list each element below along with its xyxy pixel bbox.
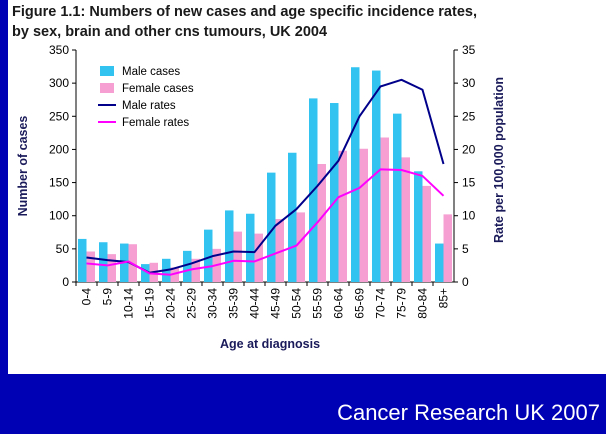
female-cases-bar bbox=[233, 231, 242, 282]
legend-label-female-rates: Female rates bbox=[122, 117, 189, 129]
male-cases-bar bbox=[372, 70, 381, 282]
x-tick-label: 70-74 bbox=[374, 288, 388, 319]
y2-tick-label: 20 bbox=[462, 142, 476, 156]
female-cases-bar bbox=[317, 164, 326, 282]
x-tick-label: 15-19 bbox=[143, 288, 157, 319]
male-cases-bar bbox=[99, 242, 108, 282]
x-tick-label: 60-64 bbox=[332, 288, 346, 319]
male-cases-bar bbox=[204, 229, 213, 282]
x-tick-label: 75-79 bbox=[395, 288, 409, 319]
x-tick-label: 40-44 bbox=[248, 288, 262, 319]
y-tick-label: 0 bbox=[62, 275, 69, 289]
x-tick-label: 0-4 bbox=[80, 288, 94, 306]
x-tick-label: 5-9 bbox=[101, 288, 115, 306]
y2-tick-label: 35 bbox=[462, 43, 476, 57]
y2-tick-label: 30 bbox=[462, 76, 476, 90]
male-cases-bar bbox=[78, 238, 87, 282]
y2-tick-label: 25 bbox=[462, 109, 476, 123]
x-axis-title: Age at diagnosis bbox=[220, 337, 320, 351]
incidence-chart: Figure 1.1: Numbers of new cases and age… bbox=[12, 4, 506, 351]
male-cases-bar bbox=[435, 243, 444, 282]
x-tick-label: 50-54 bbox=[290, 288, 304, 319]
x-tick-label: 80-84 bbox=[416, 288, 430, 319]
male-cases-bar bbox=[330, 103, 339, 283]
male-cases-bar bbox=[351, 67, 360, 282]
male-cases-bar bbox=[225, 210, 234, 282]
female-cases-bar bbox=[254, 233, 263, 282]
female-cases-bar bbox=[170, 267, 179, 282]
chart-title-line-2: by sex, brain and other cns tumours, UK … bbox=[12, 24, 327, 40]
y2-tick-label: 0 bbox=[462, 275, 469, 289]
x-tick-label: 35-39 bbox=[227, 288, 241, 319]
legend-label-male-rates: Male rates bbox=[122, 100, 176, 112]
x-tick-label: 65-69 bbox=[353, 288, 367, 319]
x-tick-label: 55-59 bbox=[311, 288, 325, 319]
y2-axis-title: Rate per 100,000 population bbox=[492, 77, 506, 243]
x-tick-label: 25-29 bbox=[185, 288, 199, 319]
y2-tick-label: 10 bbox=[462, 209, 476, 223]
legend-label-male-cases: Male cases bbox=[122, 66, 180, 78]
x-tick-label: 85+ bbox=[437, 288, 451, 308]
female-cases-bar bbox=[380, 137, 389, 282]
male-cases-bar bbox=[183, 250, 192, 282]
x-tick-label: 45-49 bbox=[269, 288, 283, 319]
female-cases-bar bbox=[107, 254, 116, 282]
chart-panel: Figure 1.1: Numbers of new cases and age… bbox=[8, 0, 606, 374]
y2-tick-label: 5 bbox=[462, 242, 469, 256]
x-tick-label: 10-14 bbox=[122, 288, 136, 319]
y-tick-label: 100 bbox=[49, 209, 69, 223]
female-cases-bar bbox=[401, 157, 410, 282]
male-cases-bar bbox=[393, 113, 402, 283]
legend-label-female-cases: Female cases bbox=[122, 83, 194, 95]
y-tick-label: 350 bbox=[49, 43, 69, 57]
y-tick-label: 250 bbox=[49, 109, 69, 123]
x-tick-label: 30-34 bbox=[206, 288, 220, 319]
chart-title-line-1: Figure 1.1: Numbers of new cases and age… bbox=[12, 4, 477, 20]
legend-swatch-female-cases bbox=[100, 83, 114, 93]
female-cases-bar bbox=[422, 185, 431, 282]
male-cases-bar bbox=[267, 172, 276, 282]
female-cases-bar bbox=[296, 212, 305, 282]
y-tick-label: 50 bbox=[56, 242, 70, 256]
y-axis-title: Number of cases bbox=[16, 116, 30, 217]
legend-swatch-male-cases bbox=[100, 66, 114, 76]
y-tick-label: 150 bbox=[49, 176, 69, 190]
y-tick-label: 200 bbox=[49, 142, 69, 156]
female-cases-bar bbox=[338, 150, 347, 282]
y-tick-label: 300 bbox=[49, 76, 69, 90]
female-cases-bar bbox=[275, 219, 284, 282]
female-cases-bar bbox=[443, 214, 452, 282]
male-cases-bar bbox=[141, 264, 150, 282]
female-cases-bar bbox=[359, 148, 368, 282]
female-rates-line bbox=[86, 168, 445, 276]
male-cases-bar bbox=[288, 152, 297, 282]
female-cases-bar bbox=[191, 258, 200, 282]
x-tick-label: 20-24 bbox=[164, 288, 178, 319]
female-cases-bar bbox=[86, 251, 95, 282]
plot-area: 0 50 100 150 200 250 300 350 0 5 10 15 20 25 30 35 0-4 5-… bbox=[49, 43, 476, 319]
y2-tick-label: 15 bbox=[462, 176, 476, 190]
male-cases-bar bbox=[246, 213, 255, 282]
source-credit: Cancer Research UK 2007 bbox=[337, 400, 600, 425]
male-cases-bar bbox=[414, 171, 423, 282]
